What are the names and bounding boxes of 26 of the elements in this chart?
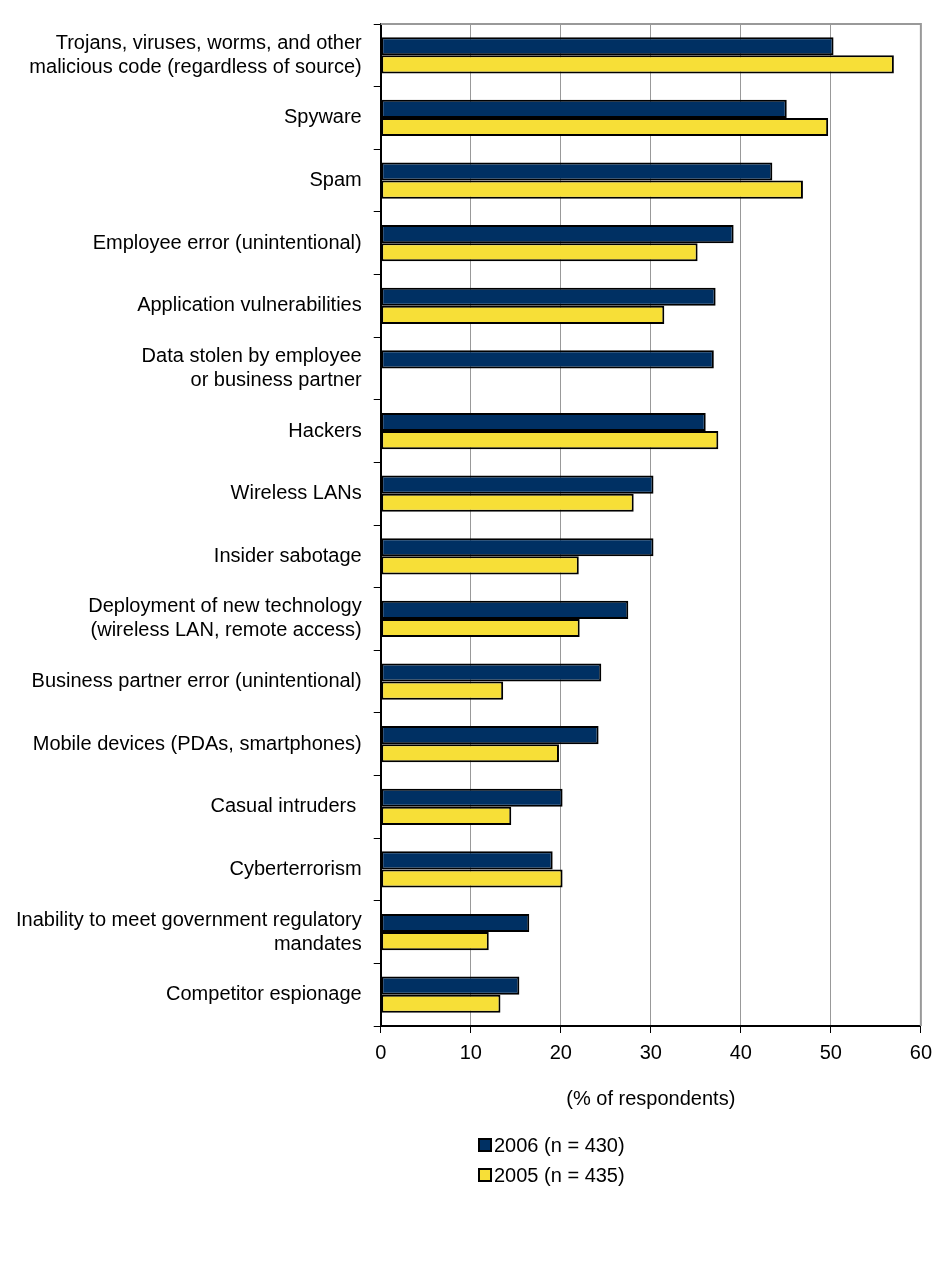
x-axis-title: (% of respondents) (566, 1086, 736, 1109)
y-tick-label: Competitor espionage (166, 982, 362, 1005)
legend-label: 2006 (n = 430) (494, 1133, 625, 1157)
y-tick-label: Spyware (283, 105, 362, 128)
x-tick-label: 20 (549, 1040, 572, 1063)
y-tick-label: Application vulnerabilities (137, 293, 362, 316)
y-tick-label: Deployment of new technology (wireless LAN, remote access) (88, 594, 362, 641)
y-tick-label: Business partner error (unintentional) (31, 669, 362, 692)
y-tick-label: Wireless LANs (230, 481, 362, 504)
x-tick-label: 40 (729, 1040, 752, 1063)
x-tick-label: 50 (819, 1040, 842, 1063)
y-tick-label: Inability to meet government regulatory mandates (16, 907, 362, 954)
legend-label: 2005 (n = 435) (494, 1163, 625, 1187)
x-tick-label: 30 (639, 1040, 662, 1063)
y-tick-label: Employee error (unintentional) (92, 230, 362, 253)
x-tick-label: 60 (909, 1040, 932, 1063)
y-tick-label: Mobile devices (PDAs, smartphones) (32, 731, 362, 754)
y-tick-label: Hackers (288, 418, 362, 441)
y-tick-label: Data stolen by employee or business partner (141, 343, 363, 390)
y-tick-label: Spam (309, 168, 362, 191)
y-tick-label: Casual intruders (210, 794, 362, 817)
y-tick-label: Trojans, viruses, worms, and other malicious code (regardless of source) (29, 30, 363, 77)
y-tick-label: Insider sabotage (213, 543, 362, 566)
x-tick-label: 0 (375, 1040, 387, 1063)
x-tick-label: 10 (459, 1040, 482, 1063)
y-tick-label: Cyberterrorism (229, 856, 362, 879)
